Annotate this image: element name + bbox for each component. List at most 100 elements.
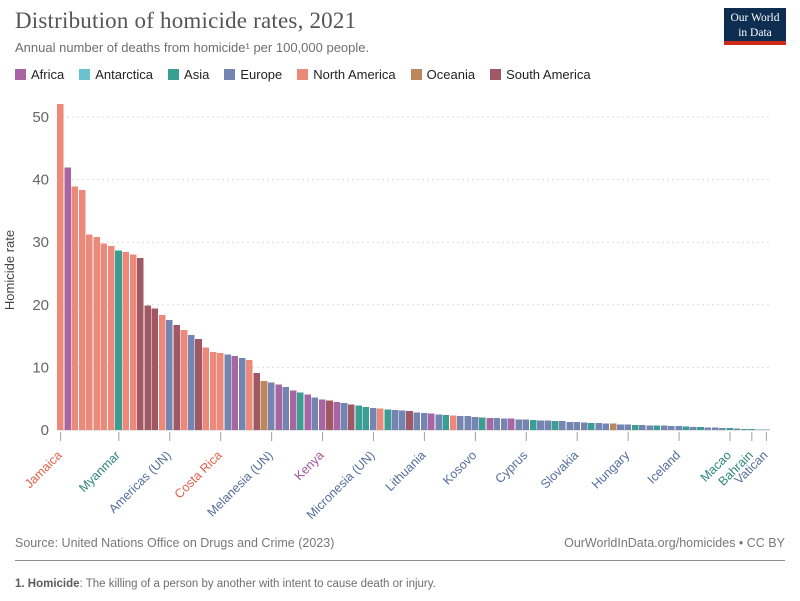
bar-67-europe[interactable] [537,420,544,430]
bar-73-europe[interactable] [580,422,588,430]
bar-19-europe[interactable] [187,334,195,430]
bar-45-north_america[interactable] [377,408,384,430]
bar-93-asia[interactable] [726,428,733,430]
bar-40-europe[interactable] [340,403,348,430]
legend-item-south_america[interactable]: South America [490,67,591,82]
bar-62-europe[interactable] [500,418,508,430]
bar-54-asia[interactable] [442,414,450,430]
bar-22-north_america[interactable] [209,351,217,430]
bar-56-europe[interactable] [457,415,464,430]
bar-85-europe[interactable] [668,425,675,430]
bar-10-north_america[interactable] [122,252,130,430]
bar-6-north_america[interactable] [93,237,100,430]
bar-43-asia[interactable] [362,406,370,430]
bar-14-south_america[interactable] [151,308,159,430]
bar-63-africa[interactable] [508,418,515,430]
bar-78-europe[interactable] [617,424,624,430]
bar-64-europe[interactable] [515,419,522,430]
bar-61-europe[interactable] [493,418,501,430]
bar-16-un[interactable] [166,319,173,430]
rights-link[interactable]: OurWorldInData.org/homicides • CC BY [564,536,785,550]
bar-70-europe[interactable] [559,421,566,430]
x-axis-label-kosovo[interactable]: Kosovo [440,448,479,487]
bar-18-north_america[interactable] [180,329,188,430]
bar-76-europe[interactable] [602,423,610,430]
bar-39-africa[interactable] [333,401,341,430]
x-axis-label-iceland[interactable]: Iceland [645,448,683,486]
bar-35-africa[interactable] [304,394,311,430]
bar-65-europe[interactable] [522,419,530,430]
bar-96-asia[interactable] [748,428,755,430]
x-axis-label-kenya[interactable]: Kenya [292,448,327,483]
bar-26-europe[interactable] [238,358,246,430]
bar-37-africa[interactable] [318,399,326,430]
bar-9-asia[interactable] [115,250,122,430]
bar-15-north_america[interactable] [158,314,166,430]
owid-logo[interactable]: Our World in Data [724,8,786,45]
bar-12-south_america[interactable] [137,257,144,430]
bar-25-africa[interactable] [231,356,239,430]
bar-91-europe[interactable] [711,427,719,431]
legend-item-antarctica[interactable]: Antarctica [79,67,153,82]
bar-55-north_america[interactable] [449,415,457,430]
bar-27-north_america[interactable] [246,359,253,430]
legend-item-asia[interactable]: Asia [168,67,209,82]
bar-21-north_america[interactable] [202,347,210,430]
bar-53-europe[interactable] [435,414,442,430]
bar-52-africa[interactable] [428,413,435,430]
x-axis-label-hungary[interactable]: Hungary [589,448,633,492]
bar-50-europe[interactable] [413,412,421,430]
bar-92-europe[interactable] [719,427,726,430]
bar-68-europe[interactable] [544,420,552,430]
bar-3-north_america[interactable] [71,186,79,430]
bar-84-europe[interactable] [660,425,668,430]
bar-59-asia[interactable] [478,417,486,430]
bar-89-asia[interactable] [697,427,704,430]
x-axis-label-cyprus[interactable]: Cyprus [492,448,530,486]
bar-20-south_america[interactable] [195,339,202,430]
bar-29-oceania[interactable] [260,381,268,430]
bar-51-europe[interactable] [420,413,428,430]
bar-90-europe[interactable] [704,427,712,430]
bar-71-europe[interactable] [566,421,573,430]
bar-94-europe[interactable] [733,428,741,430]
bar-32-europe[interactable] [282,386,290,430]
bar-11-north_america[interactable] [129,254,137,430]
bar-97-europe[interactable] [755,429,763,430]
bar-49-south_america[interactable] [406,411,413,430]
legend-item-oceania[interactable]: Oceania [410,67,475,82]
bar-81-europe[interactable] [639,425,646,430]
bar-79-europe[interactable] [624,424,632,430]
bar-17-south_america[interactable] [173,324,180,430]
legend-item-north_america[interactable]: North America [297,67,396,82]
x-axis-label-costa-rica[interactable]: Costa Rica [172,448,225,501]
bar-60-africa[interactable] [486,417,493,430]
bar-41-south_america[interactable] [348,404,355,430]
bar-46-asia[interactable] [384,409,391,430]
bar-47-europe[interactable] [391,409,399,430]
bar-1-north_america[interactable] [57,103,64,430]
bar-38-south_america[interactable] [326,400,333,430]
bar-31-africa[interactable] [275,384,282,430]
bar-82-europe[interactable] [646,425,653,431]
bar-44-un[interactable] [369,408,377,430]
bar-2-africa[interactable] [64,167,71,430]
bar-36-europe[interactable] [311,397,319,430]
bar-33-africa[interactable] [289,390,297,430]
legend-item-africa[interactable]: Africa [15,67,64,82]
legend-item-europe[interactable]: Europe [224,67,282,82]
bar-83-asia[interactable] [653,425,661,430]
x-axis-label-jamaica[interactable]: Jamaica [22,448,65,491]
bar-28-south_america[interactable] [253,373,261,430]
bar-24-europe[interactable] [224,354,231,430]
bar-8-north_america[interactable] [107,245,115,430]
bar-4-north_america[interactable] [78,190,86,430]
bar-86-europe[interactable] [675,426,682,430]
x-axis-label-myanmar[interactable]: Myanmar [76,448,123,495]
bar-69-asia[interactable] [551,420,559,430]
bar-72-europe[interactable] [573,422,581,430]
bar-30-un[interactable] [267,382,275,430]
x-axis-label-slovakia[interactable]: Slovakia [538,448,581,491]
bar-66-asia[interactable] [529,419,537,430]
bar-42-asia[interactable] [355,405,362,430]
